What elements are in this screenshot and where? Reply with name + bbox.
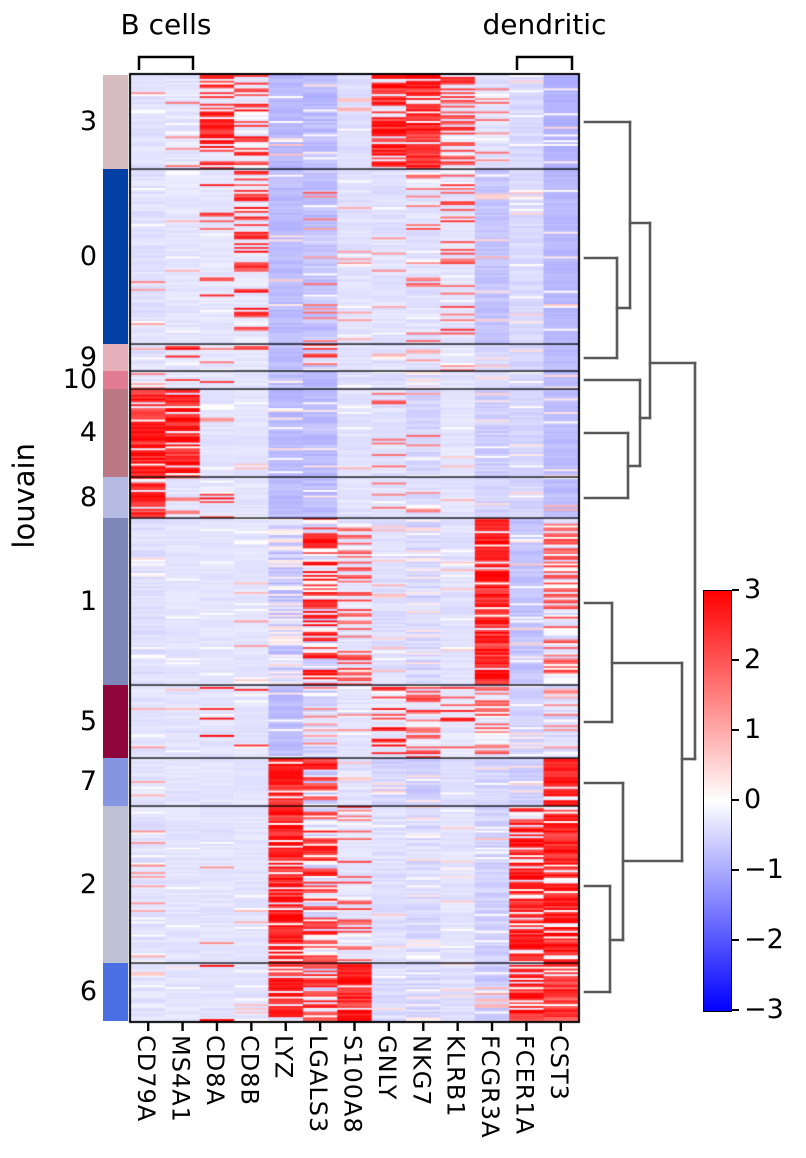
colorbar-tick-label: 0 <box>744 784 762 815</box>
cluster-label-2: 2 <box>79 868 97 900</box>
gene-label-KLRB1: KLRB1 <box>441 1035 470 1118</box>
cluster-label-10: 10 <box>62 364 97 395</box>
gene-group-label: B cells <box>120 8 212 41</box>
cluster-band-2 <box>103 806 128 963</box>
cluster-band-1 <box>103 518 128 685</box>
cluster-band-6 <box>103 963 128 1021</box>
cluster-label-8: 8 <box>79 481 97 513</box>
gene-label-CD79A: CD79A <box>132 1035 161 1123</box>
gene-label-CST3: CST3 <box>544 1035 573 1101</box>
gene-label-MS4A1: MS4A1 <box>166 1035 195 1123</box>
cluster-band-0 <box>103 169 128 344</box>
gene-label-FCGR3A: FCGR3A <box>476 1035 505 1139</box>
colorbar-tick-label: 2 <box>744 644 762 675</box>
cluster-band-4 <box>103 389 128 477</box>
cluster-label-7: 7 <box>79 766 97 797</box>
cluster-label-5: 5 <box>79 705 97 737</box>
gene-label-CD8A: CD8A <box>200 1035 229 1106</box>
cluster-label-9: 9 <box>79 341 97 373</box>
gene-group-label: dendritic <box>482 8 607 41</box>
colorbar-tick-label: 3 <box>744 574 762 605</box>
colorbar-tick-label: 1 <box>744 714 762 745</box>
colorbar-tick-label: −3 <box>744 994 784 1025</box>
cluster-band-3 <box>103 75 128 169</box>
cluster-band-5 <box>103 685 128 758</box>
gene-label-FCER1A: FCER1A <box>510 1035 539 1136</box>
cluster-band-7 <box>103 758 128 806</box>
y-axis-label: louvain <box>7 443 41 549</box>
colorbar-gradient <box>703 590 732 1012</box>
gene-label-LYZ: LYZ <box>269 1035 298 1080</box>
cluster-band-9 <box>103 344 128 371</box>
cluster-label-3: 3 <box>79 106 97 137</box>
gene-label-S100A8: S100A8 <box>338 1035 367 1134</box>
cluster-label-6: 6 <box>79 976 97 1007</box>
colorbar-tick-label: −1 <box>744 854 784 885</box>
cluster-label-0: 0 <box>79 240 97 272</box>
gene-label-GNLY: GNLY <box>372 1035 401 1101</box>
gene-label-CD8B: CD8B <box>235 1035 264 1106</box>
gene-label-LGALS3: LGALS3 <box>304 1035 333 1134</box>
colorbar-tick-label: −2 <box>744 924 784 955</box>
cluster-band-8 <box>103 477 128 518</box>
cluster-band-10 <box>103 371 128 389</box>
cluster-label-4: 4 <box>79 417 97 448</box>
gene-label-NKG7: NKG7 <box>407 1035 436 1107</box>
cluster-label-1: 1 <box>79 585 97 617</box>
